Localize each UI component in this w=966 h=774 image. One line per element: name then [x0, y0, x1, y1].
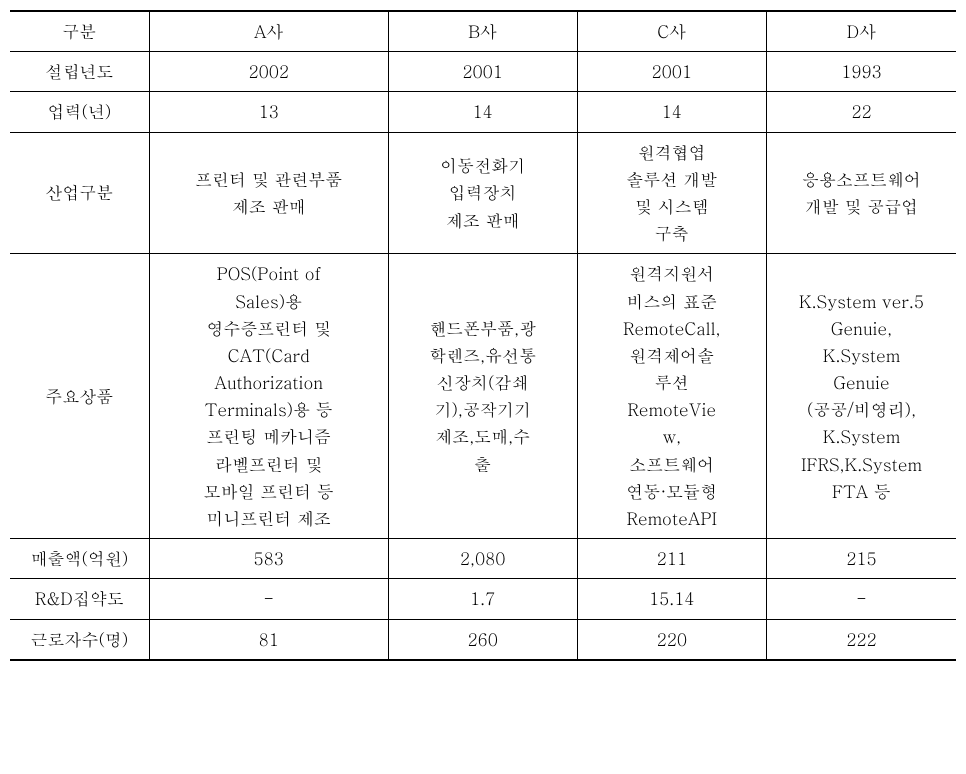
cell-revenue-d: 215 [766, 539, 956, 579]
cell-founded-b: 2001 [388, 52, 577, 92]
cell-rnd-c: 15.14 [577, 579, 766, 619]
table-row: 주요상품 POS(Point of Sales)용 영수증프린터 및 CAT(C… [10, 254, 956, 539]
row-label-industry: 산업구분 [10, 132, 149, 254]
cell-industry-d: 응용소프트웨어 개발 및 공급업 [766, 132, 956, 254]
table-row: 매출액(억원) 583 2,080 211 215 [10, 539, 956, 579]
cell-employees-c: 220 [577, 619, 766, 660]
cell-industry-a: 프린터 및 관련부품 제조 판매 [149, 132, 388, 254]
cell-rnd-d: - [766, 579, 956, 619]
cell-years-a: 13 [149, 92, 388, 132]
cell-years-d: 22 [766, 92, 956, 132]
cell-years-b: 14 [388, 92, 577, 132]
cell-products-d: K.System ver.5 Genuie, K.System Genuie (… [766, 254, 956, 539]
table-row: 근로자수(명) 81 260 220 222 [10, 619, 956, 660]
cell-founded-d: 1993 [766, 52, 956, 92]
cell-industry-b: 이동전화기 입력장치 제조 판매 [388, 132, 577, 254]
header-category: 구분 [10, 11, 149, 52]
cell-products-a: POS(Point of Sales)용 영수증프린터 및 CAT(Card A… [149, 254, 388, 539]
table-row: 업력(년) 13 14 14 22 [10, 92, 956, 132]
cell-founded-c: 2001 [577, 52, 766, 92]
company-comparison-table: 구분 A사 B사 C사 D사 설립년도 2002 2001 2001 1993 … [10, 10, 956, 661]
cell-revenue-c: 211 [577, 539, 766, 579]
header-company-d: D사 [766, 11, 956, 52]
table-row: 산업구분 프린터 및 관련부품 제조 판매 이동전화기 입력장치 제조 판매 원… [10, 132, 956, 254]
cell-employees-d: 222 [766, 619, 956, 660]
table-row: R&D집약도 - 1.7 15.14 - [10, 579, 956, 619]
row-label-years: 업력(년) [10, 92, 149, 132]
cell-founded-a: 2002 [149, 52, 388, 92]
cell-revenue-a: 583 [149, 539, 388, 579]
cell-employees-b: 260 [388, 619, 577, 660]
row-label-products: 주요상품 [10, 254, 149, 539]
header-company-b: B사 [388, 11, 577, 52]
header-company-c: C사 [577, 11, 766, 52]
table-row: 설립년도 2002 2001 2001 1993 [10, 52, 956, 92]
header-company-a: A사 [149, 11, 388, 52]
cell-products-b: 핸드폰부품,광 학렌즈,유선통 신장치(감쇄 기),공작기기 제조,도매,수 출 [388, 254, 577, 539]
cell-years-c: 14 [577, 92, 766, 132]
cell-industry-c: 원격협엽 솔루션 개발 및 시스템 구축 [577, 132, 766, 254]
cell-rnd-a: - [149, 579, 388, 619]
cell-products-c: 원격지원서 비스의 표준 RemoteCall, 원격제어솔 루션 Remote… [577, 254, 766, 539]
row-label-rnd: R&D집약도 [10, 579, 149, 619]
cell-employees-a: 81 [149, 619, 388, 660]
cell-rnd-b: 1.7 [388, 579, 577, 619]
table-header-row: 구분 A사 B사 C사 D사 [10, 11, 956, 52]
cell-revenue-b: 2,080 [388, 539, 577, 579]
row-label-founded: 설립년도 [10, 52, 149, 92]
row-label-revenue: 매출액(억원) [10, 539, 149, 579]
row-label-employees: 근로자수(명) [10, 619, 149, 660]
